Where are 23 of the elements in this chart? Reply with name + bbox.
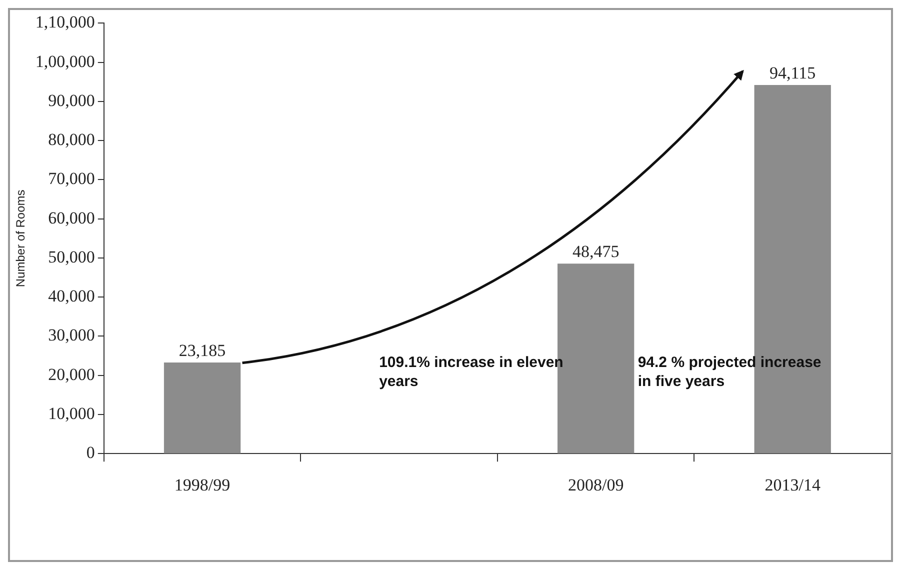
bar [164,362,241,454]
data-label: 94,115 [770,63,816,82]
x-tick-label: 2013/14 [764,475,821,494]
y-tick-label: 20,000 [48,364,95,384]
y-tick-label: 10,000 [48,404,95,423]
y-tick-label: 50,000 [48,247,95,266]
y-axis-title: Number of Rooms [14,190,28,288]
y-tick-label: 30,000 [48,326,95,345]
y-tick-label: 40,000 [48,286,95,306]
x-tick-label: 2008/09 [568,475,624,494]
bar [754,85,831,454]
data-label: 23,185 [178,340,226,360]
y-tick-label: 60,000 [48,208,95,228]
y-tick-label: 70,000 [48,169,95,188]
y-tick-label: 90,000 [48,90,95,110]
data-label: 48,475 [572,242,620,261]
y-tick-label: 80,000 [48,130,95,150]
y-tick-label: 1,00,000 [35,52,95,71]
y-tick-label: 1,10,000 [35,12,95,32]
annotation: 94.2 % projected increase in five years [638,352,822,391]
annotation: 109.1% increase in eleven years [379,352,564,391]
y-tick-label: 0 [86,443,95,462]
x-tick-label: 1998/99 [174,475,230,494]
